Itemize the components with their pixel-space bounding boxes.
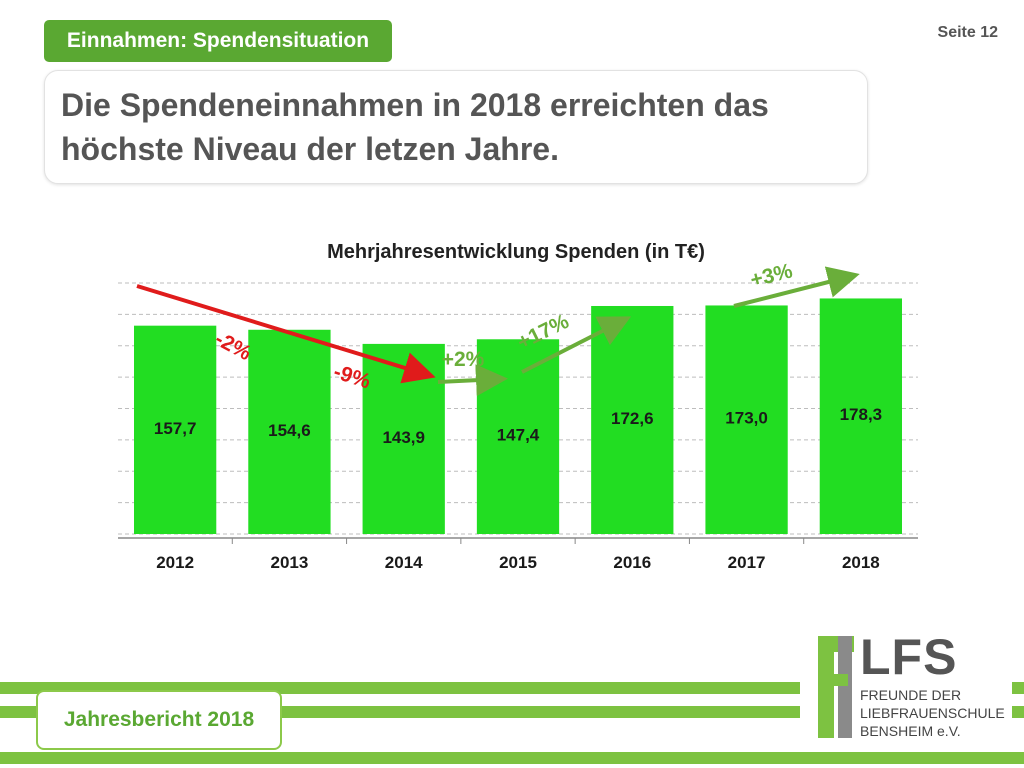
data-label: 154,6 xyxy=(268,421,311,440)
trend-arrow xyxy=(521,316,632,374)
change-annotation: +3% xyxy=(748,259,795,292)
x-tick-label: 2018 xyxy=(842,553,880,572)
logo-text-line: LIEBFRAUENSCHULE xyxy=(860,705,1005,721)
data-label: 157,7 xyxy=(154,419,197,438)
bar-2018 xyxy=(819,298,902,534)
logo-bar xyxy=(838,636,852,738)
x-tick-label: 2017 xyxy=(728,553,766,572)
logo-bar xyxy=(818,674,848,686)
report-label: Jahresbericht 2018 xyxy=(36,690,282,750)
data-label: 178,3 xyxy=(840,405,883,424)
bar-2012 xyxy=(134,325,217,534)
change-annotation: +2% xyxy=(442,348,485,371)
data-label: 147,4 xyxy=(497,426,540,445)
section-tag: Einnahmen: Spendensituation xyxy=(44,20,392,62)
logo-letters: LFS xyxy=(860,629,958,685)
logo-text-line: FREUNDE DER xyxy=(860,687,962,703)
x-tick-label: 2015 xyxy=(499,553,537,572)
bar-2017 xyxy=(705,305,788,534)
lfs-logo: LFS FREUNDE DER LIEBFRAUENSCHULE BENSHEI… xyxy=(818,629,1008,740)
trend-arrow xyxy=(136,284,436,384)
footer-stripe xyxy=(0,752,800,764)
logo-text-line: BENSHEIM e.V. xyxy=(860,723,961,739)
bar-2013 xyxy=(248,329,331,534)
chart-title: Mehrjahresentwicklung Spenden (in T€) xyxy=(327,241,705,263)
headline-box: Die Spendeneinnahmen in 2018 erreichten … xyxy=(44,70,868,184)
data-label: 173,0 xyxy=(725,409,768,428)
trend-arrow xyxy=(733,266,860,308)
footer-stripe xyxy=(1012,706,1024,718)
footer-stripe xyxy=(1012,682,1024,694)
logo-bar xyxy=(818,636,834,738)
x-tick-label: 2012 xyxy=(156,553,194,572)
data-label: 143,9 xyxy=(382,428,425,447)
page-number: Seite 12 xyxy=(937,24,998,41)
page-title: Die Spendeneinnahmen in 2018 erreichten … xyxy=(61,87,769,167)
trend-arrow xyxy=(437,364,508,397)
x-tick-label: 2016 xyxy=(613,553,651,572)
x-tick-label: 2014 xyxy=(385,553,423,572)
data-label: 172,6 xyxy=(611,409,654,428)
x-tick-label: 2013 xyxy=(271,553,309,572)
footer-stripe xyxy=(800,752,1024,764)
